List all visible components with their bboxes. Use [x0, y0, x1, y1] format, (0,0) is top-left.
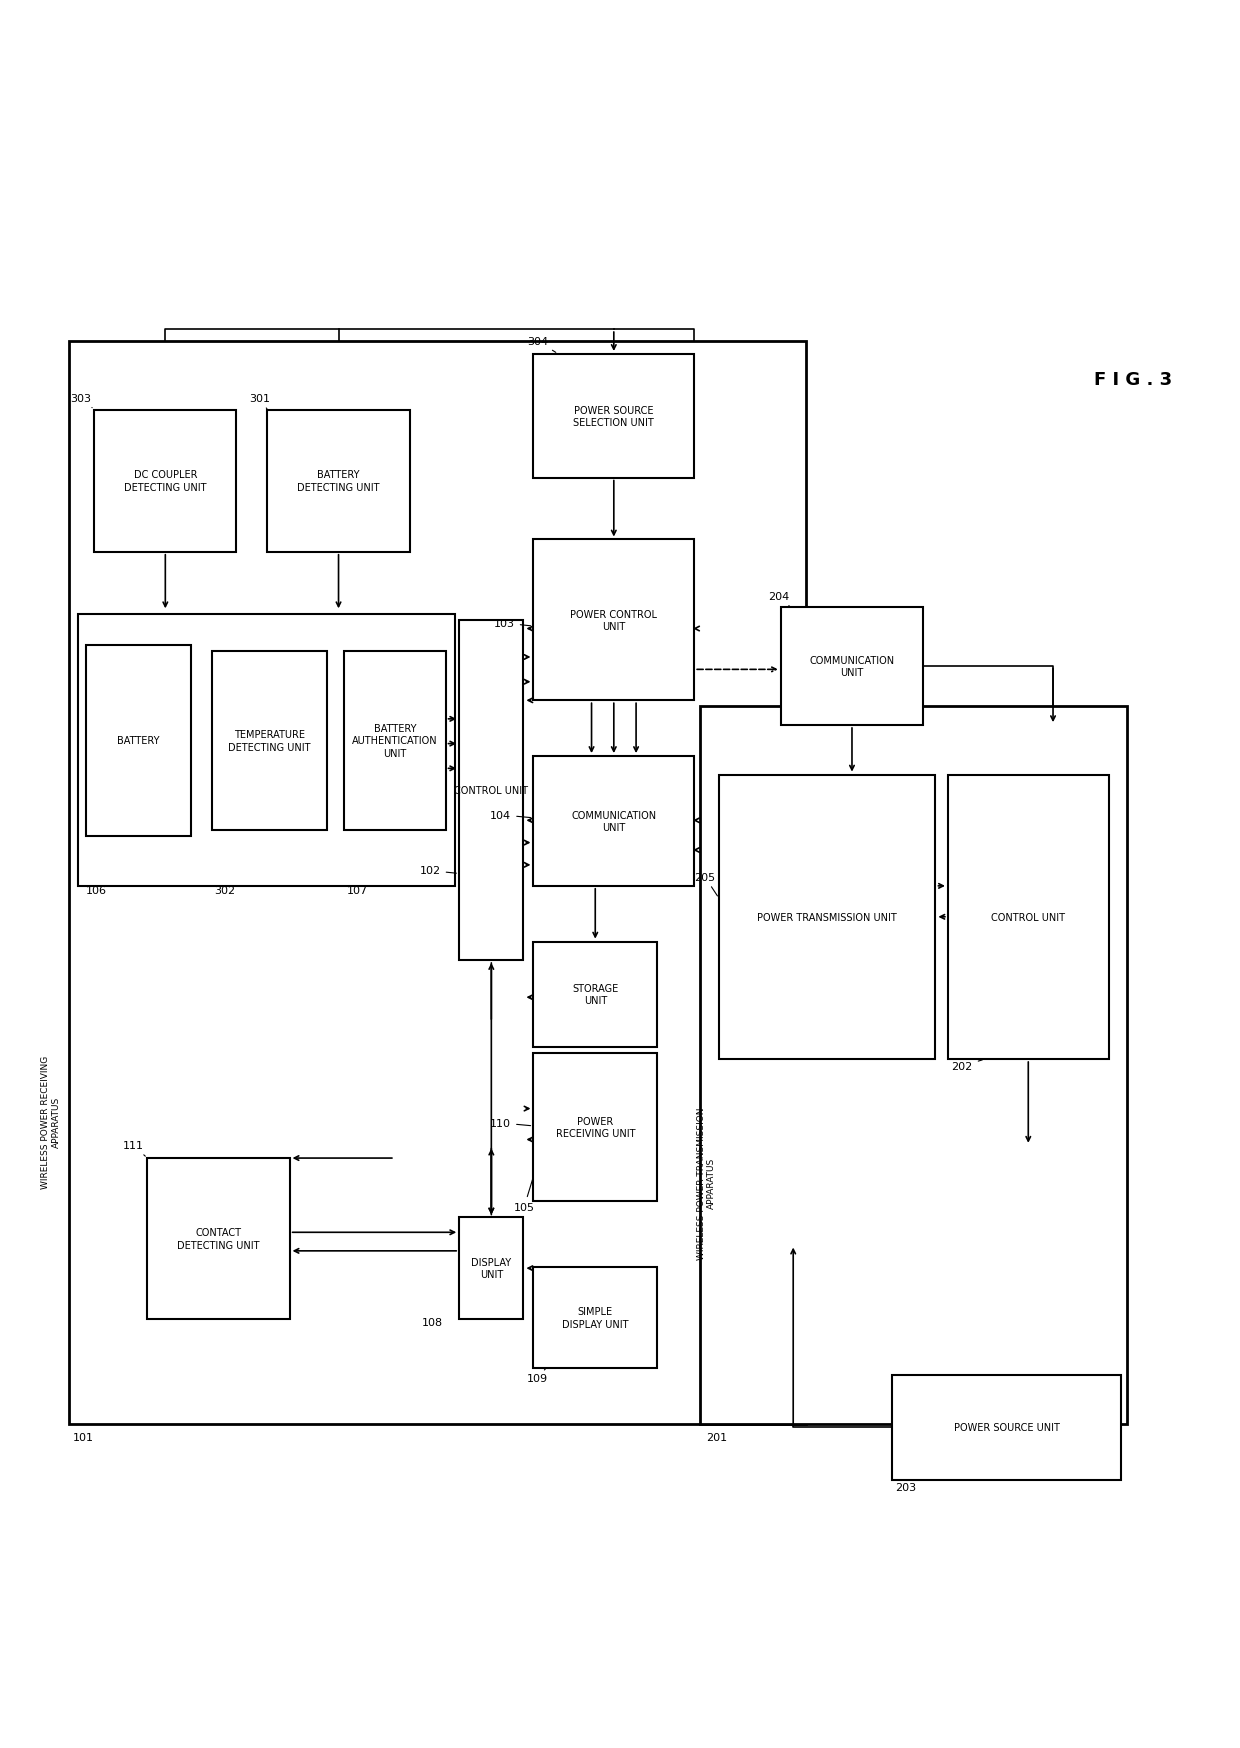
Bar: [893, 1374, 1121, 1481]
Text: 202: 202: [951, 1061, 982, 1072]
Bar: [533, 1054, 657, 1201]
Bar: [459, 621, 523, 961]
Bar: [533, 757, 694, 886]
Bar: [69, 343, 806, 1425]
Text: BATTERY: BATTERY: [117, 736, 160, 746]
Text: TEMPERATURE
DETECTING UNIT: TEMPERATURE DETECTING UNIT: [228, 731, 310, 752]
Text: 108: 108: [422, 1318, 443, 1327]
Text: 204: 204: [769, 591, 791, 608]
Bar: [94, 411, 237, 552]
Bar: [148, 1159, 290, 1320]
Text: POWER SOURCE
SELECTION UNIT: POWER SOURCE SELECTION UNIT: [573, 406, 655, 428]
Text: 111: 111: [123, 1140, 145, 1157]
Text: CONTROL UNIT: CONTROL UNIT: [991, 912, 1065, 923]
Text: WIRELESS POWER TRANSMISSION
APPARATUS: WIRELESS POWER TRANSMISSION APPARATUS: [697, 1106, 717, 1259]
Text: POWER CONTROL
UNIT: POWER CONTROL UNIT: [570, 610, 657, 631]
Text: 109: 109: [527, 1369, 548, 1383]
Text: 102: 102: [419, 865, 456, 876]
Bar: [86, 645, 191, 837]
Text: 302: 302: [215, 886, 236, 895]
Text: 106: 106: [86, 886, 107, 895]
Bar: [343, 652, 445, 830]
Text: DISPLAY
UNIT: DISPLAY UNIT: [471, 1257, 511, 1280]
Text: COMMUNICATION
UNIT: COMMUNICATION UNIT: [810, 656, 894, 678]
Text: 101: 101: [73, 1432, 94, 1442]
Text: 104: 104: [490, 811, 531, 820]
Text: 304: 304: [527, 337, 556, 353]
Bar: [78, 614, 455, 886]
Text: SIMPLE
DISPLAY UNIT: SIMPLE DISPLAY UNIT: [562, 1308, 629, 1328]
Text: 303: 303: [71, 393, 92, 409]
Bar: [268, 411, 409, 552]
Text: DC COUPLER
DETECTING UNIT: DC COUPLER DETECTING UNIT: [124, 470, 207, 493]
Bar: [701, 708, 1127, 1425]
Text: POWER SOURCE UNIT: POWER SOURCE UNIT: [954, 1423, 1059, 1432]
Text: CONTACT
DETECTING UNIT: CONTACT DETECTING UNIT: [177, 1227, 259, 1250]
Text: 205: 205: [694, 872, 718, 897]
Bar: [533, 1267, 657, 1369]
Bar: [947, 774, 1109, 1059]
Text: STORAGE
UNIT: STORAGE UNIT: [572, 984, 619, 1005]
Text: COMMUNICATION
UNIT: COMMUNICATION UNIT: [572, 811, 656, 832]
Text: 110: 110: [490, 1119, 531, 1127]
Text: WIRELESS POWER RECEIVING
APPARATUS: WIRELESS POWER RECEIVING APPARATUS: [41, 1054, 61, 1189]
Bar: [212, 652, 327, 830]
Bar: [533, 355, 694, 479]
Bar: [459, 1218, 523, 1320]
Text: 201: 201: [707, 1432, 728, 1442]
Bar: [781, 608, 923, 725]
Text: CONTROL UNIT: CONTROL UNIT: [454, 785, 528, 795]
Text: BATTERY
DETECTING UNIT: BATTERY DETECTING UNIT: [298, 470, 379, 493]
Text: 203: 203: [895, 1482, 916, 1491]
Text: BATTERY
AUTHENTICATION
UNIT: BATTERY AUTHENTICATION UNIT: [352, 724, 438, 759]
Bar: [533, 540, 694, 701]
Text: 301: 301: [249, 393, 270, 411]
Text: F I G . 3: F I G . 3: [1095, 371, 1173, 388]
Bar: [719, 774, 935, 1059]
Text: POWER
RECEIVING UNIT: POWER RECEIVING UNIT: [556, 1117, 635, 1138]
Text: 107: 107: [346, 886, 368, 895]
Text: POWER TRANSMISSION UNIT: POWER TRANSMISSION UNIT: [758, 912, 897, 923]
Text: 103: 103: [494, 619, 531, 629]
Text: 105: 105: [513, 1180, 534, 1213]
Bar: [533, 942, 657, 1047]
